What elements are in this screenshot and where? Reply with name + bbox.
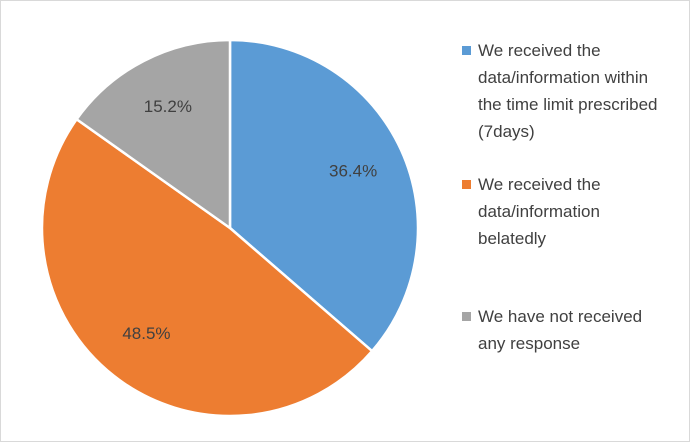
legend-swatch: [462, 180, 471, 189]
pie-slice: [74, 38, 232, 231]
legend-item: We received the data/information belated…: [462, 171, 672, 252]
pie-slice: [40, 117, 374, 418]
data-label: 36.4%: [329, 161, 377, 180]
legend-label: We received the data/information belated…: [478, 175, 601, 248]
legend-item: We have not received any response: [462, 303, 672, 357]
legend-item: We received the data/information within …: [462, 37, 672, 145]
legend-label: We have not received any response: [478, 307, 643, 353]
data-label: 15.2%: [144, 97, 192, 116]
data-label: 48.5%: [122, 324, 170, 343]
legend-label: We received the data/information within …: [478, 41, 658, 141]
legend-swatch: [462, 46, 471, 55]
pie-slice: [228, 38, 420, 353]
legend-swatch: [462, 312, 471, 321]
